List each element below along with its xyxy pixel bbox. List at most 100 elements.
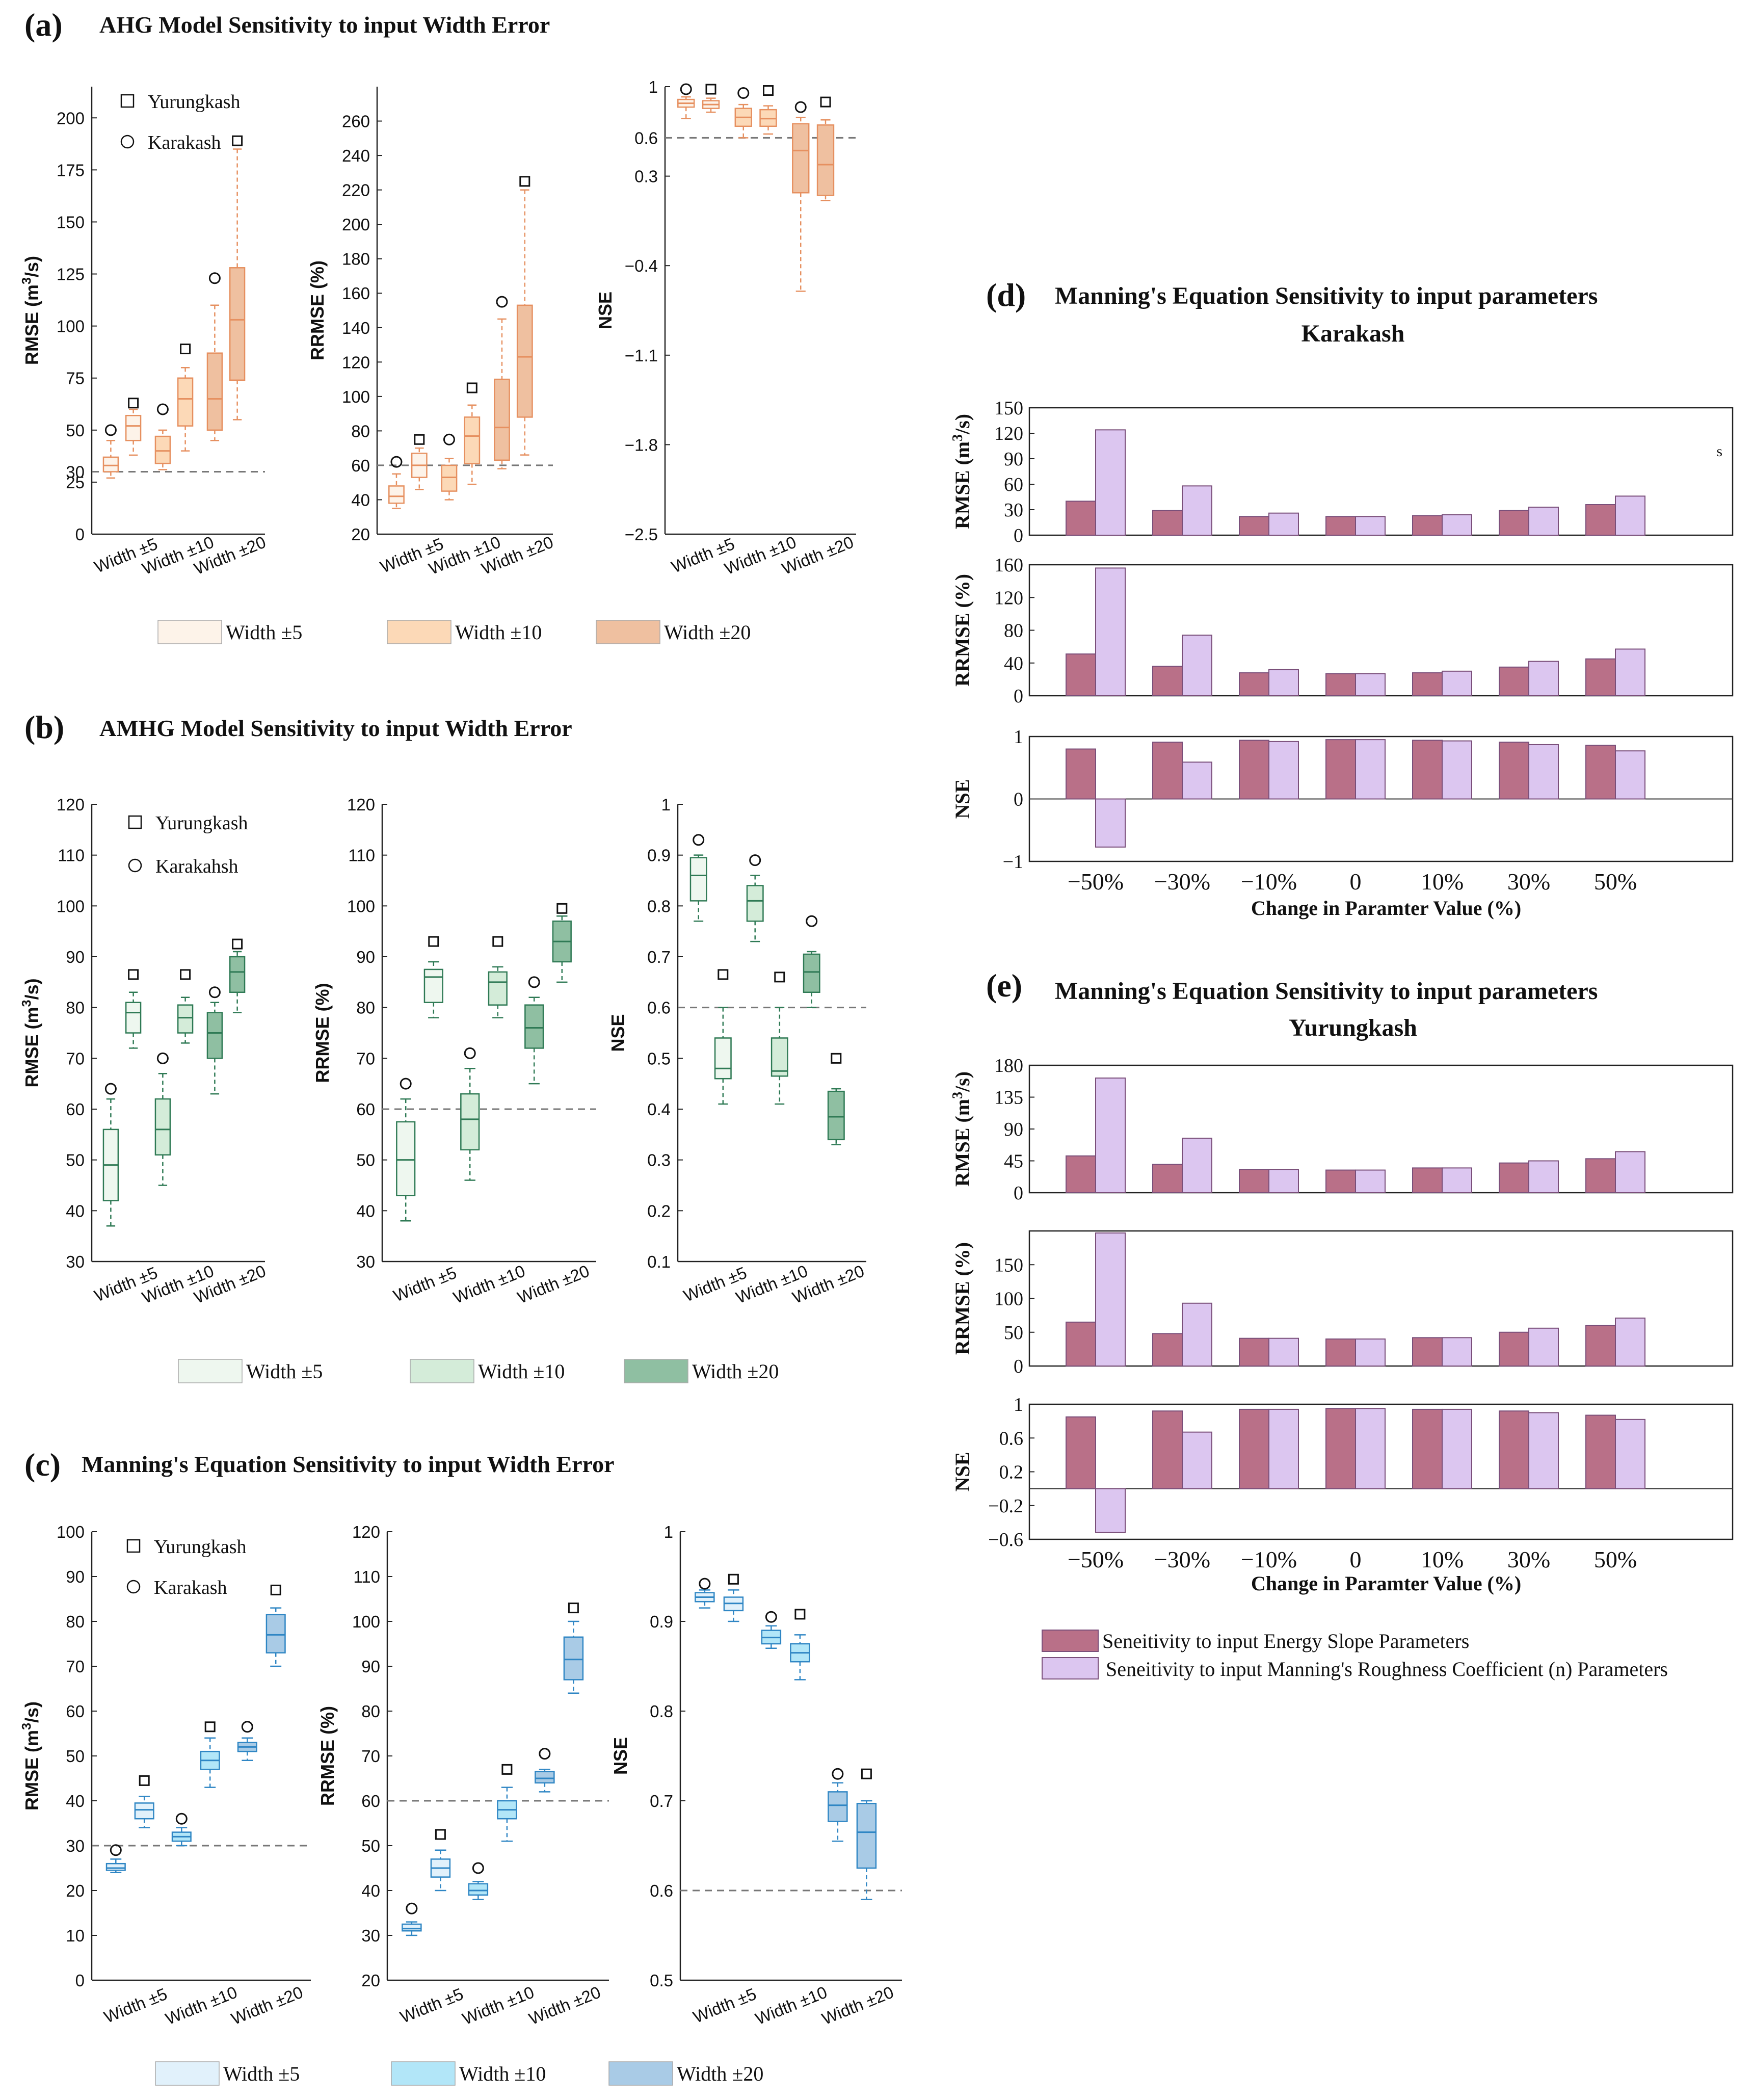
y-tick-label: 45 [1004,1151,1023,1172]
legend-yurungkash: Yurungkash [148,91,241,113]
y-tick-label: 0 [75,525,85,544]
box-0 [105,1844,126,1874]
bar-manning-n [1355,1408,1386,1489]
legend-karakash: Karakash [154,1577,227,1598]
box-body [494,378,510,461]
box-body [516,304,533,418]
box-3 [464,382,481,485]
y-tick-label: 90 [1004,1119,1023,1140]
width-legend: Width ±5 Width ±10 Width ±20 [178,1359,779,1383]
x-category-label: −30% [1154,1546,1210,1572]
bar-manning-n [1095,1232,1126,1367]
yurungkash-marker [232,938,243,950]
y-tick-label: −1 [1003,851,1023,873]
bar-energy-slope [1066,501,1096,536]
y-tick-label: 100 [57,1522,85,1541]
bar-manning-n [1615,1151,1645,1193]
circle-icon [128,858,142,873]
box-3 [497,1764,517,1842]
box-5 [516,176,533,456]
y-tick-label: 40 [361,1881,380,1900]
karakash-marker [528,976,540,988]
legend-swatch [155,2061,220,2086]
bar-energy-slope [1152,1333,1183,1367]
box-5 [816,96,835,201]
x-category-label: 0 [1350,869,1362,895]
y-tick-label: 1 [1014,1394,1023,1415]
bar-manning-n [1095,567,1126,697]
karakash-marker [208,986,221,999]
yurungkash-marker [831,1053,842,1064]
category-label: Width ±20 [515,1261,592,1307]
box-5 [563,1603,584,1694]
label-sup: 3 [20,1723,34,1730]
y-tick-label: 100 [57,317,85,336]
y-tick-label: 120 [57,795,85,814]
box-0 [689,834,707,922]
y-tick-label: 1 [661,795,671,814]
bar-manning-n [1442,514,1472,536]
bar-energy-slope [1152,666,1183,697]
bar-energy-slope [1585,1325,1616,1367]
y-tick-label: 120 [994,423,1023,444]
yurungkash-marker [794,1609,806,1620]
y-tick-label: 50 [66,1747,85,1766]
y-tick-label: 100 [352,1612,380,1631]
legend-label: Width ±10 [459,2062,546,2085]
y-tick-label: 70 [66,1657,85,1676]
circle-icon [126,1580,141,1594]
box-body [535,1771,555,1784]
yurungkash-marker [128,969,139,980]
bar-manning-n [1615,750,1645,800]
y-tick-label: 120 [347,795,375,814]
y-axis-label-text: RMSE (m3/s) [950,414,974,529]
y-tick-label: 0.6 [650,1881,673,1900]
subplot-b-1: 30 40 50 60 70 80 90 100 110 120 RRMSE (%) Width ±5… [312,795,596,1307]
y-tick-label: −0.6 [988,1529,1023,1551]
y-axis-label: RMSE (m3/s) [20,1701,42,1810]
bar-manning-n [1442,1337,1472,1367]
bar-energy-slope [1239,672,1269,697]
bar-energy-slope [1152,1164,1183,1193]
y-tick-label: 60 [1004,474,1023,495]
box-2 [746,854,764,942]
box-1 [702,84,720,113]
y-tick-label: 0.4 [647,1100,671,1119]
y-tick-label: 80 [66,1612,85,1631]
box-body [206,352,223,431]
y-axis-label: RMSE (m3/s) [20,978,42,1087]
box-body [154,1098,171,1156]
box-5 [827,1053,845,1146]
y-axis-label: RMSE (m3/s) [950,1071,974,1187]
category-label: Width ±5 [397,1984,466,2027]
y-tick-label: 20 [66,1881,85,1900]
panel-title-e: Manning's Equation Sensitivity to input … [1055,978,1598,1005]
panel-c: (c) Manning's Equation Sensitivity to inp… [20,1447,902,2086]
y-tick-label: 90 [66,1567,85,1586]
panel-a: (a) AHG Model Sensitivity to input Width … [20,7,856,644]
bar-energy-slope [1325,1408,1356,1489]
box-2 [154,1052,171,1186]
y-tick-label: 60 [66,1702,85,1721]
y-tick-label: 0.3 [647,1151,671,1170]
y-axis-label-text: RMSE (m3/s) [950,1071,974,1187]
bar-manning-n [1095,1078,1126,1193]
y-tick-label: −1.1 [625,346,658,365]
yurungkash-marker [204,1721,216,1732]
box-0 [102,424,119,479]
yurungkash-marker [466,382,477,393]
category-label: Width ±20 [526,1982,603,2028]
y-tick-label: 0.5 [647,1049,671,1068]
bar-energy-slope [1499,510,1529,536]
box-0 [396,1078,416,1222]
y-tick-label: 0 [1014,686,1023,707]
box-4 [535,1748,555,1793]
y-tick-label: 200 [342,215,370,234]
y-axis-label: RRMSE (%) [951,574,974,687]
y-tick-label: 150 [994,1254,1023,1276]
legend-swatch [596,620,660,644]
yurungkash-marker [414,434,425,445]
bar-manning-n [1268,1169,1299,1194]
